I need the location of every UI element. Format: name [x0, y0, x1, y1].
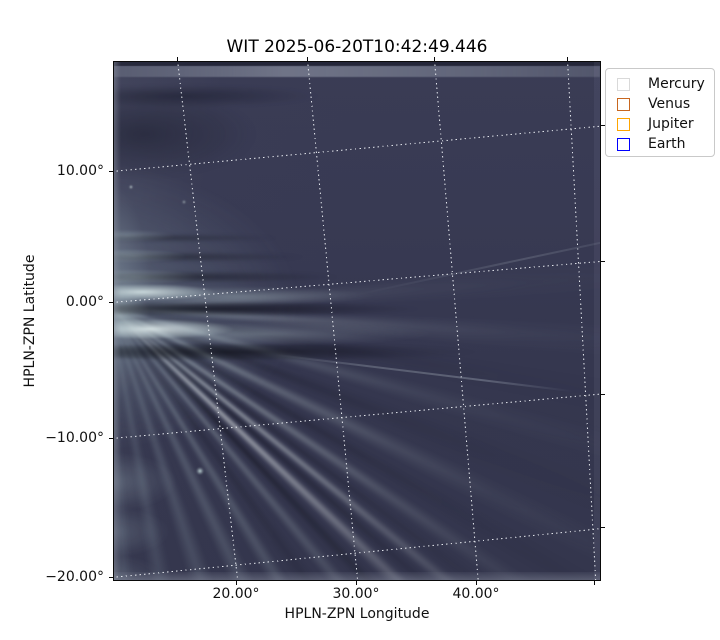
x-axis-label: HPLN-ZPN Longitude [284, 606, 430, 622]
ytick-label-0: 0.00° [65, 294, 104, 310]
ytick-label-plus10: 10.00° [56, 163, 104, 179]
tick-x-top-20 [177, 57, 179, 61]
legend-item-mercury: Mercury [617, 74, 714, 94]
tick-x-50 [594, 581, 596, 585]
ytick-label-minus10: −10.00° [45, 430, 104, 446]
legend-item-earth: Earth [617, 134, 714, 154]
left-edge-column [114, 62, 121, 580]
legend-label-earth: Earth [648, 136, 686, 152]
tick-x-20 [236, 581, 238, 585]
xtick-label-20: 20.00° [212, 586, 260, 602]
tick-x-top-50 [567, 57, 569, 61]
tick-y-right-minus10 [601, 394, 605, 396]
tick-x-40 [476, 581, 478, 585]
legend-label-jupiter: Jupiter [648, 116, 694, 132]
legend-label-mercury: Mercury [648, 76, 705, 92]
tick-x-top-40 [434, 57, 436, 61]
mercury-marker-icon [617, 77, 630, 91]
top-edge-artifact-band [114, 66, 600, 77]
legend-label-venus: Venus [648, 96, 691, 112]
venus-marker-icon [617, 97, 630, 111]
tick-y-right-0 [601, 261, 605, 263]
xtick-label-30: 30.00° [332, 586, 380, 602]
tick-x-30 [356, 581, 358, 585]
jupiter-marker-icon [617, 117, 630, 131]
xtick-label-40: 40.00° [452, 586, 500, 602]
tick-y-0 [109, 302, 113, 304]
tick-y-right-plus10 [601, 125, 605, 127]
legend: Mercury Venus Jupiter Earth [605, 68, 715, 157]
legend-item-jupiter: Jupiter [617, 114, 714, 134]
right-edge-column [594, 62, 600, 580]
tick-y-minus10 [109, 438, 113, 440]
ytick-label-minus20: −20.00° [45, 569, 104, 585]
earth-marker-icon [617, 137, 630, 151]
plot-area [113, 61, 601, 581]
tick-y-plus10 [109, 171, 113, 173]
y-axis-label: HPLN-ZPN Latitude [22, 254, 38, 388]
top-edge-dark-strip [114, 62, 600, 66]
tick-y-minus20 [109, 577, 113, 579]
legend-item-venus: Venus [617, 94, 714, 114]
tick-y-right-minus20 [601, 527, 605, 529]
plot-title: WIT 2025-06-20T10:42:49.446 [226, 37, 488, 57]
tick-x-top-30 [307, 57, 309, 61]
